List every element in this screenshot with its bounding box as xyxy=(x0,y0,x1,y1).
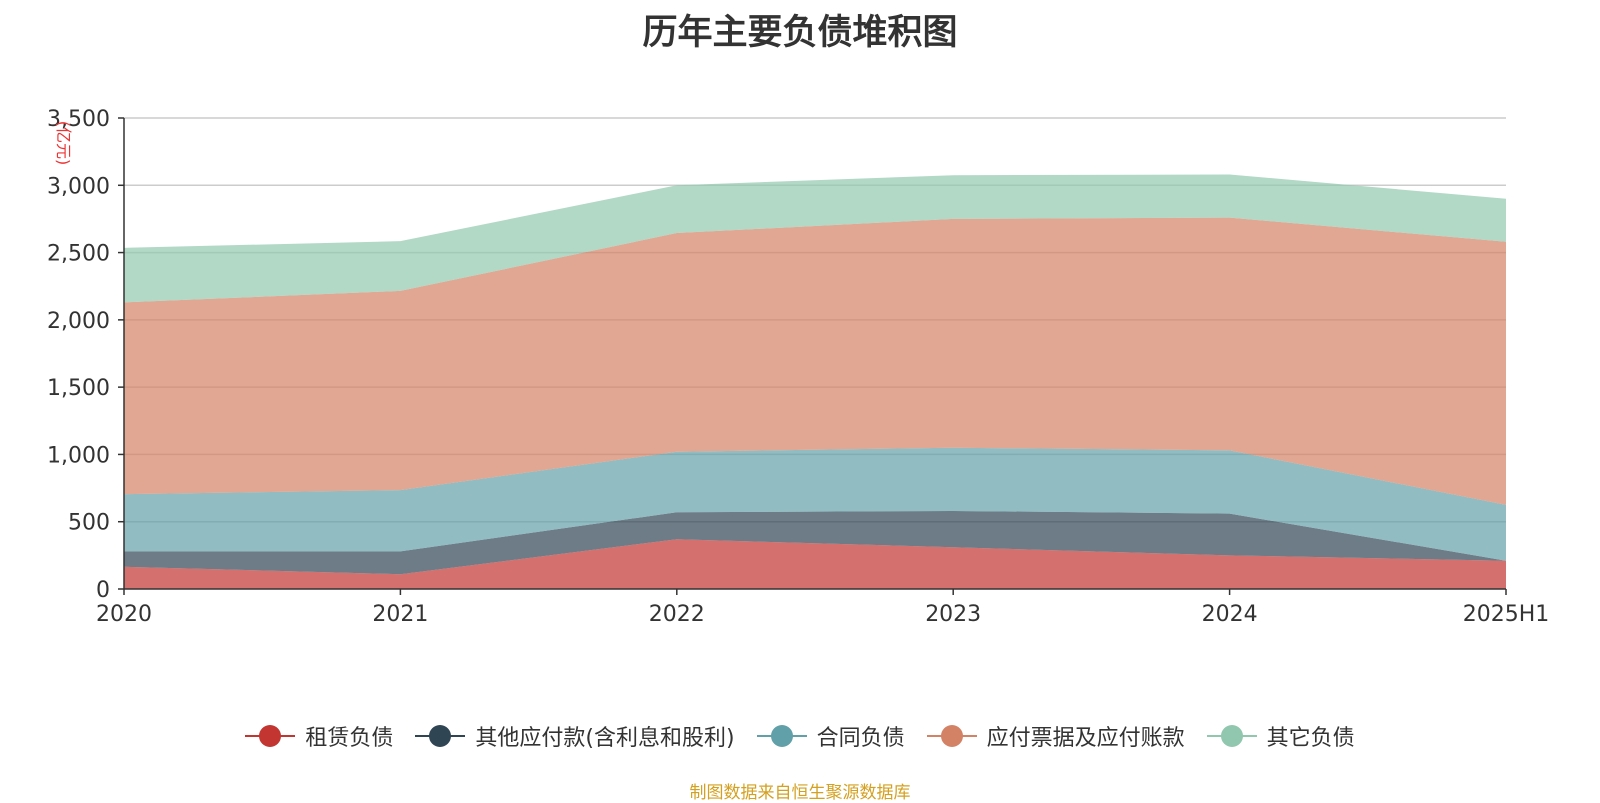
series-area-1 xyxy=(124,510,1506,575)
legend-marker-icon xyxy=(245,724,296,748)
y-tick-label: 0 xyxy=(96,578,110,603)
series-area-4 xyxy=(124,174,1506,303)
legend-marker-icon xyxy=(1206,724,1257,748)
x-tick-label: 2020 xyxy=(96,602,152,627)
legend-marker-icon xyxy=(415,724,466,748)
y-tick-label: 1,000 xyxy=(47,443,110,468)
y-tick-label: 2,500 xyxy=(47,242,110,267)
chart-legend: 租赁负债 其他应付款(含利息和股利) 合同负债 应付票据及应付账款 其它负债 xyxy=(0,720,1600,752)
legend-label: 租赁负债 xyxy=(305,726,394,751)
series-area-2 xyxy=(124,447,1506,561)
legend-item-4[interactable]: 其它负债 xyxy=(1206,720,1355,752)
series-area-0 xyxy=(124,539,1506,589)
legend-marker-icon xyxy=(756,724,807,748)
source-note: 制图数据来自恒生聚源数据库 xyxy=(689,783,911,803)
x-tick-label: 2021 xyxy=(372,602,428,627)
legend-item-0[interactable]: 租赁负债 xyxy=(245,720,393,752)
y-tick-label: 3,000 xyxy=(47,174,110,199)
y-axis-unit-label: (亿元) xyxy=(54,121,73,166)
legend-item-2[interactable]: 合同负债 xyxy=(756,720,905,752)
chart-title: 历年主要负债堆积图 xyxy=(642,13,958,53)
x-tick-label: 2023 xyxy=(925,602,981,627)
legend-marker-icon xyxy=(926,724,977,748)
x-tick-label: 2022 xyxy=(649,602,705,627)
y-tick-label: 500 xyxy=(68,511,110,536)
y-tick-label: 2,000 xyxy=(47,309,110,334)
x-tick-label: 2025H1 xyxy=(1463,602,1550,627)
legend-item-3[interactable]: 应付票据及应付账款 xyxy=(926,720,1185,752)
y-tick-label: 3,500 xyxy=(47,107,110,132)
legend-item-1[interactable]: 其他应付款(含利息和股利) xyxy=(415,720,735,752)
legend-label: 其他应付款(含利息和股利) xyxy=(475,726,735,751)
legend-label: 应付票据及应付账款 xyxy=(986,726,1185,751)
legend-label: 其它负债 xyxy=(1266,726,1355,751)
y-tick-label: 1,500 xyxy=(47,376,110,401)
legend-label: 合同负债 xyxy=(816,726,905,751)
series-area-3 xyxy=(124,217,1506,505)
x-tick-label: 2024 xyxy=(1202,602,1258,627)
